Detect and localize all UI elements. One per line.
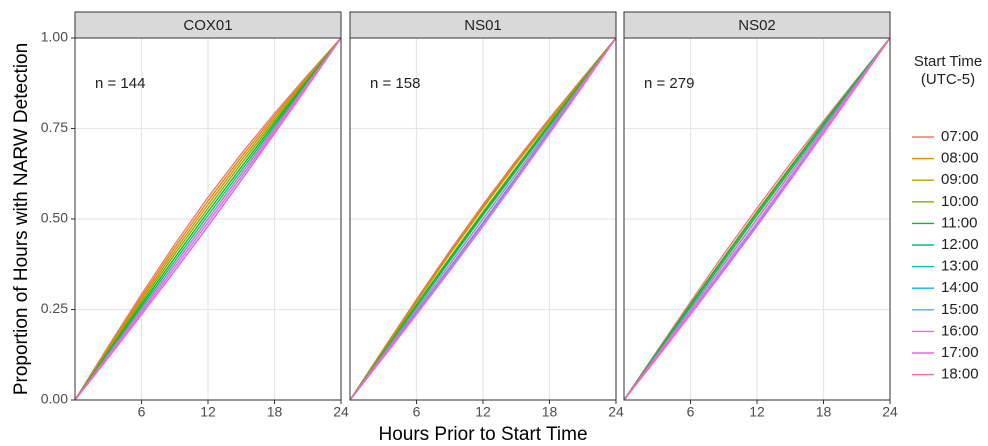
series-line: [349, 37, 617, 401]
x-tick-label: 12: [200, 404, 216, 420]
panel-border: [349, 37, 617, 401]
x-tick-label: 18: [267, 404, 283, 420]
x-tick-label: 12: [749, 404, 765, 420]
x-axis-title: Hours Prior to Start Time: [378, 424, 587, 445]
legend-label: 10:00: [941, 193, 979, 210]
series-line: [74, 37, 342, 401]
panel-title: COX01: [183, 17, 232, 34]
series-line: [74, 37, 342, 401]
x-tick-label: 6: [687, 404, 695, 420]
series-line: [74, 37, 342, 401]
series-line: [74, 37, 342, 401]
legend-label: 14:00: [941, 279, 979, 296]
x-tick-label: 24: [333, 404, 349, 420]
panel-title: NS01: [464, 17, 502, 34]
legend-label: 09:00: [941, 171, 979, 188]
panel-title: NS02: [738, 17, 776, 34]
y-tick-label: 0.00: [41, 391, 68, 407]
legend-label: 13:00: [941, 258, 979, 275]
series-line: [623, 37, 891, 401]
strip: [74, 11, 342, 39]
y-tick-label: 1.00: [41, 29, 68, 45]
legend-title: Start Time: [914, 53, 982, 70]
series-line: [623, 37, 891, 401]
x-tick-label: 18: [816, 404, 832, 420]
series-line: [349, 37, 617, 401]
legend-label: 12:00: [941, 236, 979, 253]
series-line: [74, 37, 342, 401]
legend-label: 15:00: [941, 301, 979, 318]
annotation: n = 279: [644, 75, 694, 92]
series-line: [623, 37, 891, 401]
series-line: [74, 37, 342, 401]
legend-label: 18:00: [941, 366, 979, 383]
legend-label: 08:00: [941, 150, 979, 167]
legend-label: 11:00: [941, 214, 977, 231]
series-line: [623, 37, 891, 401]
panel-border: [74, 37, 342, 401]
series-line: [349, 37, 617, 401]
x-tick-label: 18: [542, 404, 558, 420]
series-line: [74, 37, 342, 401]
series-line: [623, 37, 891, 401]
series-line: [74, 37, 342, 401]
panel-border: [623, 37, 891, 401]
series-line: [74, 37, 342, 401]
annotation: n = 158: [370, 75, 420, 92]
y-tick-label: 0.50: [41, 210, 68, 226]
x-tick-label: 6: [138, 404, 146, 420]
strip: [623, 11, 891, 39]
y-axis-title: Proportion of Hours with NARW Detection: [11, 43, 32, 395]
series-line: [623, 37, 891, 401]
legend-label: 16:00: [941, 322, 979, 339]
y-tick-label: 0.75: [41, 119, 68, 135]
strip: [349, 11, 617, 39]
x-tick-label: 24: [608, 404, 624, 420]
series-line: [349, 37, 617, 401]
y-tick-label: 0.25: [41, 300, 68, 316]
legend-label: 17:00: [941, 344, 979, 361]
x-tick-label: 6: [413, 404, 421, 420]
annotation: n = 144: [95, 75, 145, 92]
x-tick-label: 24: [882, 404, 898, 420]
legend-label: 07:00: [941, 128, 979, 145]
x-tick-label: 12: [475, 404, 491, 420]
legend-title: (UTC-5): [921, 71, 975, 88]
